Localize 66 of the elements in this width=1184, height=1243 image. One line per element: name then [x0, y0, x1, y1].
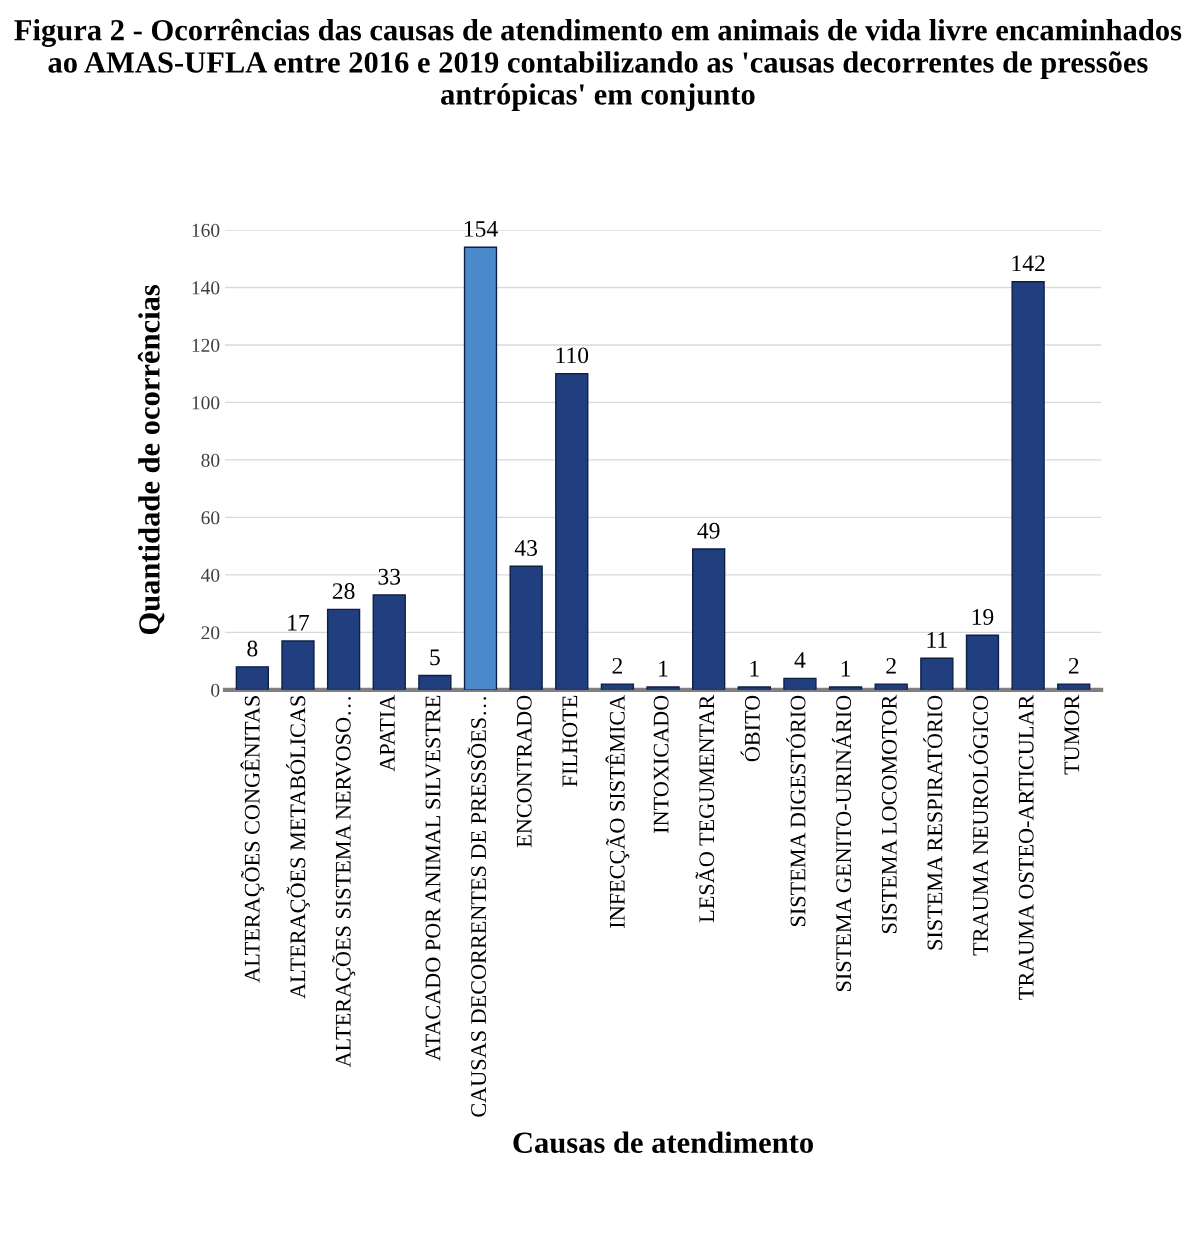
data-label: 17 [288, 614, 310, 631]
bar [555, 372, 589, 690]
bar [874, 683, 908, 690]
data-label: 43 [514, 540, 538, 556]
data-label: 1 [750, 660, 759, 677]
y-tick-label: 120 [192, 338, 220, 352]
data-label: 28 [332, 583, 355, 600]
data-label: 19 [972, 609, 994, 625]
data-label: 49 [697, 522, 720, 539]
bar [692, 548, 726, 690]
x-tick-label: TUMOR [1064, 694, 1080, 775]
y-tick-label: 40 [201, 568, 220, 582]
data-label: 154 [464, 221, 498, 237]
x-tick-label: TRAUMA OSTEO-ARTICULAR [1018, 694, 1034, 1000]
x-tick-label: APATIA [379, 694, 395, 772]
data-label: 2 [612, 657, 623, 674]
y-tick-label: 100 [192, 396, 220, 410]
data-label: 33 [378, 568, 401, 585]
bar [372, 594, 406, 690]
bar [326, 608, 361, 690]
bar [783, 677, 817, 690]
x-tick-label: INFECÇÃO SISTÊMICA [605, 694, 630, 928]
x-tick-label: TRAUMA NEUROLÓGICO [968, 695, 989, 956]
x-tick-label: ALTERAÇÕES METABÓLICAS [286, 696, 310, 999]
data-label: 2 [886, 657, 896, 674]
data-label: 11 [927, 632, 947, 648]
data-label: 142 [1012, 255, 1045, 272]
bar [418, 674, 452, 690]
y-tick-label: 160 [192, 223, 220, 237]
x-tick-label: ATACADO POR ANIMAL SILVESTRE [425, 695, 441, 1061]
y-tick-label: 60 [201, 511, 220, 525]
data-label: 2 [1068, 657, 1079, 674]
x-tick-label: INTOXICADO [653, 695, 669, 834]
data-label: 110 [556, 347, 589, 364]
x-tick-label: SISTEMA RESPIRATÓRIO [923, 695, 943, 950]
data-label: 4 [794, 652, 806, 668]
y-axis-title: Quantidade de ocorrências [137, 284, 165, 635]
bar [920, 657, 954, 690]
y-tick-label: 140 [192, 281, 220, 295]
y-tick-label: 0 [211, 683, 220, 697]
bar [235, 666, 270, 690]
x-tick-label: ALTERAÇÕES SISTEMA NERVOSO… [331, 697, 356, 1068]
x-tick-label: ENCONTRADO [516, 695, 532, 848]
chart-title: Figura 2 - Ocorrências das causas de atendimento em animais de vida livre encaminhados ao AMAS-UFLA entre 2016 e 2019 contabilizando as 'causas decorrentes de pressões antrópicas' em conjunto [14, 18, 1182, 111]
bar [509, 565, 543, 690]
bar [965, 634, 1000, 690]
data-label: 1 [659, 660, 668, 677]
x-tick-label: SISTEMA DIGESTÓRIO [786, 695, 806, 926]
x-tick-label: SISTEMA LOCOMOTOR [881, 694, 897, 933]
bar [1057, 683, 1091, 690]
x-tick-label: ÓBITO [740, 695, 760, 762]
x-tick-label: ALTERAÇÕES CONGÊNITAS [240, 696, 265, 983]
x-tick-label: CAUSAS DECORRENTES DE PRESSÕES… [467, 697, 487, 1117]
y-tick-label: 80 [201, 453, 220, 467]
bar [463, 246, 498, 690]
x-tick-label: SISTEMA GENITO-URINÁRIO [831, 695, 852, 991]
data-label: 8 [247, 640, 258, 657]
y-tick-label: 20 [201, 626, 220, 640]
bar [600, 683, 635, 690]
x-tick-label: FILHOTE [562, 695, 578, 787]
bar [1011, 280, 1045, 690]
data-label: 1 [841, 660, 851, 677]
x-tick-label: LESÃO TEGUMENTAR [695, 694, 715, 923]
data-label: 5 [430, 649, 440, 666]
x-axis-title: Causas de atendimento [513, 1131, 813, 1154]
bar [281, 640, 315, 690]
